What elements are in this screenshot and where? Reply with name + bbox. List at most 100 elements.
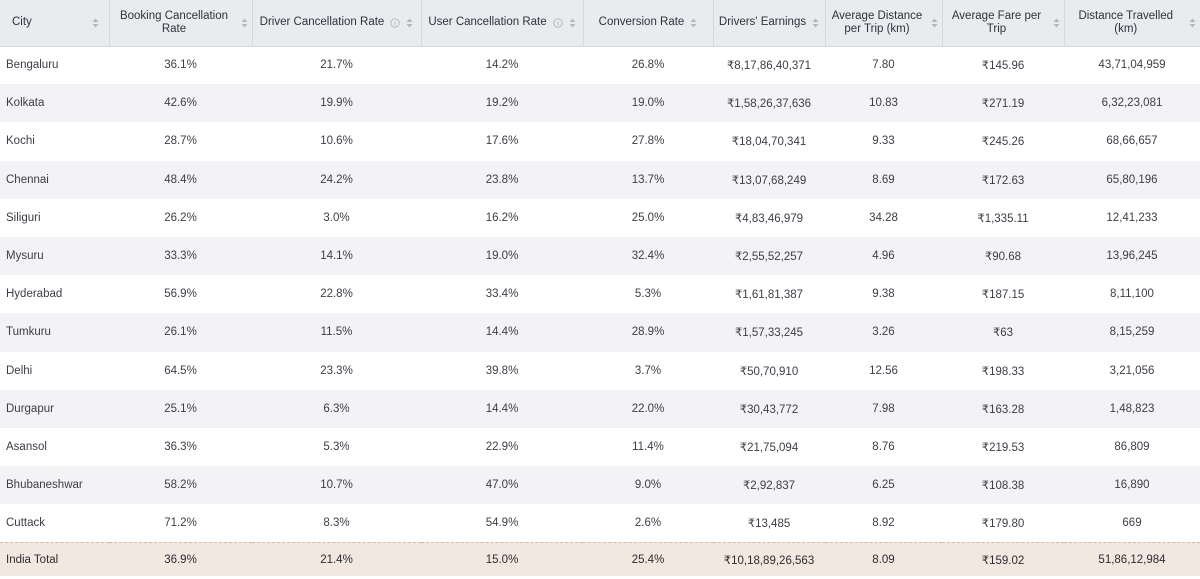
total-cell: ₹159.02	[942, 541, 1064, 577]
metric-cell: ₹1,61,81,387	[713, 275, 825, 314]
metric-cell: 22.9%	[421, 427, 583, 467]
table-row[interactable]: Kochi 28.7% 10.6% 17.6% 27.8% ₹18,04,70,341 9.…	[0, 122, 1200, 161]
metric-cell: ₹179.80	[942, 504, 1064, 543]
metric-cell: 71.2%	[109, 504, 252, 543]
total-label: India Total	[0, 541, 109, 577]
city-cell: Durgapur	[0, 389, 109, 428]
metric-cell: 33.3%	[109, 236, 252, 276]
table-row[interactable]: Delhi 64.5% 23.3% 39.8% 3.7% ₹50,70,910 12.56 ₹…	[0, 351, 1200, 390]
sort-updown-icon[interactable]	[931, 18, 938, 28]
city-cell: Bengaluru	[0, 46, 109, 85]
metric-cell: ₹4,83,46,979	[713, 198, 825, 237]
sort-updown-icon[interactable]	[1053, 18, 1060, 28]
total-cell: ₹10,18,89,26,563	[713, 541, 825, 577]
sort-updown-icon[interactable]	[406, 18, 413, 28]
table-footer: India Total 36.9% 21.4% 15.0% 25.4% ₹10,18,89…	[0, 541, 1200, 577]
metric-cell: 27.8%	[583, 122, 713, 161]
metric-cell: 8.3%	[252, 504, 421, 543]
sort-updown-icon[interactable]	[690, 18, 697, 28]
metric-cell: 6,32,23,081	[1064, 84, 1200, 123]
metric-cell: ₹21,75,094	[713, 427, 825, 467]
metric-cell: 14.1%	[252, 236, 421, 276]
metric-cell: ₹50,70,910	[713, 351, 825, 390]
metric-cell: ₹30,43,772	[713, 389, 825, 428]
metric-cell: 22.8%	[252, 275, 421, 314]
city-cell: Cuttack	[0, 504, 109, 543]
sort-updown-icon[interactable]	[569, 18, 576, 28]
table-row[interactable]: Tumkuru 26.1% 11.5% 14.4% 28.9% ₹1,57,33,245 3…	[0, 313, 1200, 352]
column-header-6[interactable]: Average Distance per Trip (km)	[825, 0, 943, 47]
metric-cell: 13,96,245	[1064, 236, 1200, 276]
metric-cell: 42.6%	[109, 84, 252, 123]
table-row[interactable]: Chennai 48.4% 24.2% 23.8% 13.7% ₹13,07,68,249…	[0, 160, 1200, 199]
sort-updown-icon[interactable]	[1189, 18, 1196, 28]
metric-cell: ₹1,335.11	[942, 198, 1064, 237]
metric-cell: 19.2%	[421, 84, 583, 123]
metric-cell: 9.38	[825, 275, 942, 314]
column-header-label: City	[12, 16, 32, 29]
metric-cell: 23.8%	[421, 160, 583, 199]
metric-cell: ₹198.33	[942, 351, 1064, 390]
metric-cell: 68,66,657	[1064, 122, 1200, 161]
metric-cell: 669	[1064, 504, 1200, 543]
table-row[interactable]: Durgapur 25.1% 6.3% 14.4% 22.0% ₹30,43,772 7.9…	[0, 389, 1200, 428]
total-row: India Total 36.9% 21.4% 15.0% 25.4% ₹10,18,89…	[0, 541, 1200, 577]
table-row[interactable]: Mysuru 33.3% 14.1% 19.0% 32.4% ₹2,55,52,257 4.…	[0, 236, 1200, 276]
metric-cell: 48.4%	[109, 160, 252, 199]
column-header-3[interactable]: User Cancellation Rate	[421, 0, 584, 47]
metric-cell: 6.25	[825, 466, 942, 505]
metric-cell: 4.96	[825, 236, 942, 276]
column-header-label: Booking Cancellation Rate	[119, 9, 229, 35]
metric-cell: ₹172.63	[942, 160, 1064, 199]
metric-cell: 28.7%	[109, 122, 252, 161]
metric-cell: 19.0%	[421, 236, 583, 276]
city-cell: Delhi	[0, 351, 109, 390]
metric-cell: ₹187.15	[942, 275, 1064, 314]
column-header-4[interactable]: Conversion Rate	[583, 0, 714, 47]
column-header-1[interactable]: Booking Cancellation Rate	[109, 0, 253, 47]
table-row[interactable]: Bhubaneshwar 58.2% 10.7% 47.0% 9.0% ₹2,92,837…	[0, 466, 1200, 505]
city-cell: Mysuru	[0, 236, 109, 276]
column-header-label: User Cancellation Rate	[428, 16, 547, 29]
column-header-2[interactable]: Driver Cancellation Rate	[252, 0, 422, 47]
sort-updown-icon[interactable]	[812, 18, 819, 28]
column-header-label: Driver Cancellation Rate	[259, 16, 385, 29]
metric-cell: 26.1%	[109, 313, 252, 352]
metric-cell: 11.4%	[583, 427, 713, 467]
metric-cell: 25.1%	[109, 389, 252, 428]
info-icon[interactable]	[552, 18, 563, 28]
metric-cell: 7.80	[825, 46, 942, 85]
metric-cell: ₹271.19	[942, 84, 1064, 123]
table-row[interactable]: Cuttack 71.2% 8.3% 54.9% 2.6% ₹13,485 8.92 ₹179…	[0, 504, 1200, 543]
metric-cell: 14.2%	[421, 46, 583, 85]
column-header-7[interactable]: Average Fare per Trip	[942, 0, 1065, 47]
metric-cell: 32.4%	[583, 236, 713, 276]
column-header-8[interactable]: Distance Travelled (km)	[1064, 0, 1200, 47]
metric-cell: 11.5%	[252, 313, 421, 352]
city-cell: Asansol	[0, 427, 109, 467]
table-row[interactable]: Asansol 36.3% 5.3% 22.9% 11.4% ₹21,75,094 8.76…	[0, 427, 1200, 467]
column-header-0[interactable]: City	[0, 0, 110, 47]
metric-cell: ₹145.96	[942, 46, 1064, 85]
sort-updown-icon[interactable]	[241, 18, 248, 28]
metric-cell: 47.0%	[421, 466, 583, 505]
column-header-5[interactable]: Drivers' Earnings	[713, 0, 826, 47]
metric-cell: 3.0%	[252, 198, 421, 237]
table-row[interactable]: Kolkata 42.6% 19.9% 19.2% 19.0% ₹1,58,26,37,6…	[0, 84, 1200, 123]
info-icon[interactable]	[390, 18, 400, 28]
city-cell: Tumkuru	[0, 313, 109, 352]
table-row[interactable]: Siliguri 26.2% 3.0% 16.2% 25.0% ₹4,83,46,979 3…	[0, 198, 1200, 237]
column-header-label: Average Distance per Trip (km)	[831, 9, 923, 35]
metric-cell: 8.76	[825, 427, 942, 467]
metric-cell: 13.7%	[583, 160, 713, 199]
metric-cell: ₹18,04,70,341	[713, 122, 825, 161]
metric-cell: 8.92	[825, 504, 942, 543]
table-row[interactable]: Hyderabad 56.9% 22.8% 33.4% 5.3% ₹1,61,81,387…	[0, 275, 1200, 314]
metric-cell: 2.6%	[583, 504, 713, 543]
table-row[interactable]: Bengaluru 36.1% 21.7% 14.2% 26.8% ₹8,17,86,40…	[0, 46, 1200, 85]
metric-cell: 6.3%	[252, 389, 421, 428]
metric-cell: 1,48,823	[1064, 389, 1200, 428]
metric-cell: 10.7%	[252, 466, 421, 505]
metric-cell: 8.69	[825, 160, 942, 199]
sort-updown-icon[interactable]	[92, 18, 99, 28]
